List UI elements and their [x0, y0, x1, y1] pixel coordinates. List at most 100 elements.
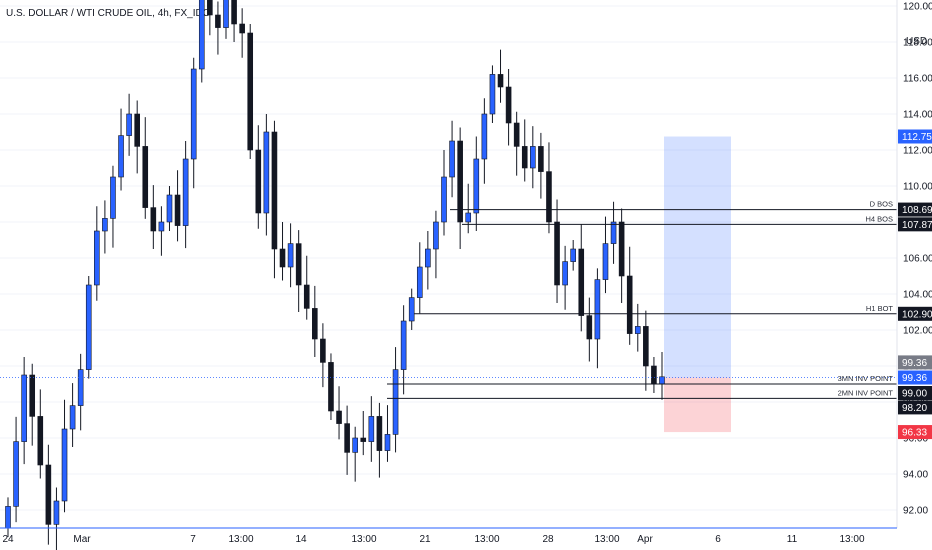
price-badge-label: 107.87: [902, 220, 932, 231]
price-badge-label: 98.20: [902, 403, 927, 414]
candle-up: [198, 0, 205, 70]
x-tick-label: 13:00: [594, 534, 619, 545]
candle-down: [142, 146, 149, 208]
candle-up: [263, 131, 270, 214]
y-tick-label: 110.00: [903, 182, 932, 193]
candle-up: [77, 369, 84, 406]
candle-up: [473, 158, 480, 214]
price-badge: [898, 306, 932, 321]
candle-up: [384, 434, 391, 451]
candle-down: [150, 207, 157, 232]
candle-down: [336, 410, 342, 424]
candle-up: [562, 261, 568, 286]
chart-title: U.S. DOLLAR / WTI CRUDE OIL, 4h, FX_IDC: [6, 8, 210, 19]
candle-up: [416, 266, 423, 298]
price-badge: [898, 129, 932, 144]
y-tick-label: 106.00: [903, 254, 932, 265]
candle-up: [102, 218, 108, 232]
candle-down: [643, 326, 649, 367]
y-tick-label: 92.00: [903, 506, 928, 517]
candle-down: [497, 74, 504, 88]
level-label: D BOS: [870, 200, 893, 209]
candle-up: [182, 158, 189, 226]
candle-down: [279, 248, 286, 268]
candle-down: [328, 362, 334, 412]
candle-up: [21, 374, 27, 442]
candle-down: [505, 86, 512, 124]
candle-up: [610, 221, 617, 244]
candle-down: [457, 140, 463, 223]
candle-down: [37, 416, 44, 466]
candle-down: [360, 437, 367, 442]
price-badge-label: 99.36: [902, 358, 927, 369]
candle-down: [554, 221, 560, 286]
candle-down: [29, 374, 36, 417]
candle-down: [239, 23, 245, 34]
candle-down: [546, 171, 552, 223]
candle-down: [538, 146, 544, 172]
x-tick-label: Mar: [73, 534, 91, 545]
candle-up: [110, 176, 116, 219]
candle-up: [61, 428, 68, 502]
candle-down: [344, 423, 350, 453]
y-tick-label: 118.00: [903, 38, 932, 49]
candle-down: [521, 146, 528, 169]
price-badge-label: 99.36: [902, 373, 927, 384]
level-label: 3MN INV POINT: [838, 374, 894, 383]
candle-down: [45, 464, 52, 525]
candle-down: [215, 14, 221, 28]
profit-zone: [664, 136, 731, 378]
candle-down: [303, 284, 310, 309]
candle-up: [352, 437, 358, 453]
x-tick-label: 14: [295, 534, 307, 545]
candle-down: [513, 122, 520, 147]
candle-up: [85, 284, 92, 370]
candle-down: [295, 243, 302, 286]
candle-up: [425, 248, 431, 268]
candle-down: [247, 32, 254, 151]
y-tick-label: 94.00: [903, 470, 928, 481]
y-tick-label: 114.00: [903, 110, 932, 121]
x-tick-label: Apr: [637, 534, 653, 545]
candle-down: [207, 0, 213, 16]
currency-label: USD: [906, 36, 927, 47]
x-tick-label: 24: [2, 534, 14, 545]
candle-up: [118, 135, 124, 178]
candle-down: [578, 248, 585, 316]
x-tick-label: 13:00: [228, 534, 253, 545]
price-badge-label: 99.00: [902, 389, 927, 400]
candle-up: [530, 146, 536, 169]
candle-up: [166, 194, 173, 223]
price-badge: [898, 217, 932, 232]
y-tick-label: 102.00: [903, 326, 932, 337]
candle-down: [376, 416, 383, 451]
price-badge: [898, 370, 932, 385]
candle-up: [223, 0, 229, 28]
candle-down: [651, 365, 657, 385]
y-tick-label: 112.00: [903, 146, 932, 157]
candle-up: [287, 243, 294, 268]
price-badge-label: 102.90: [902, 309, 932, 320]
candle-up: [13, 441, 19, 507]
x-tick-label: 6: [715, 534, 721, 545]
candle-up: [634, 326, 641, 334]
level-label: H4 BOS: [865, 214, 893, 223]
x-tick-label: 13:00: [474, 534, 499, 545]
candle-up: [481, 113, 488, 160]
price-badge-label: 112.75: [902, 132, 932, 143]
y-tick-label: 120.00: [903, 2, 932, 13]
x-tick-label: 13:00: [351, 534, 376, 545]
x-tick-label: 13:00: [839, 534, 864, 545]
candle-up: [489, 74, 496, 115]
level-label: 2MN INV POINT: [838, 388, 894, 397]
y-tick-label: 116.00: [903, 74, 932, 85]
candle-up: [449, 140, 455, 178]
candle-down: [134, 113, 140, 147]
price-badge: [898, 202, 932, 217]
candle-up: [94, 230, 100, 286]
candle-up: [69, 405, 76, 430]
candle-up: [400, 320, 407, 370]
loss-zone: [664, 377, 731, 433]
candle-up: [433, 221, 439, 250]
